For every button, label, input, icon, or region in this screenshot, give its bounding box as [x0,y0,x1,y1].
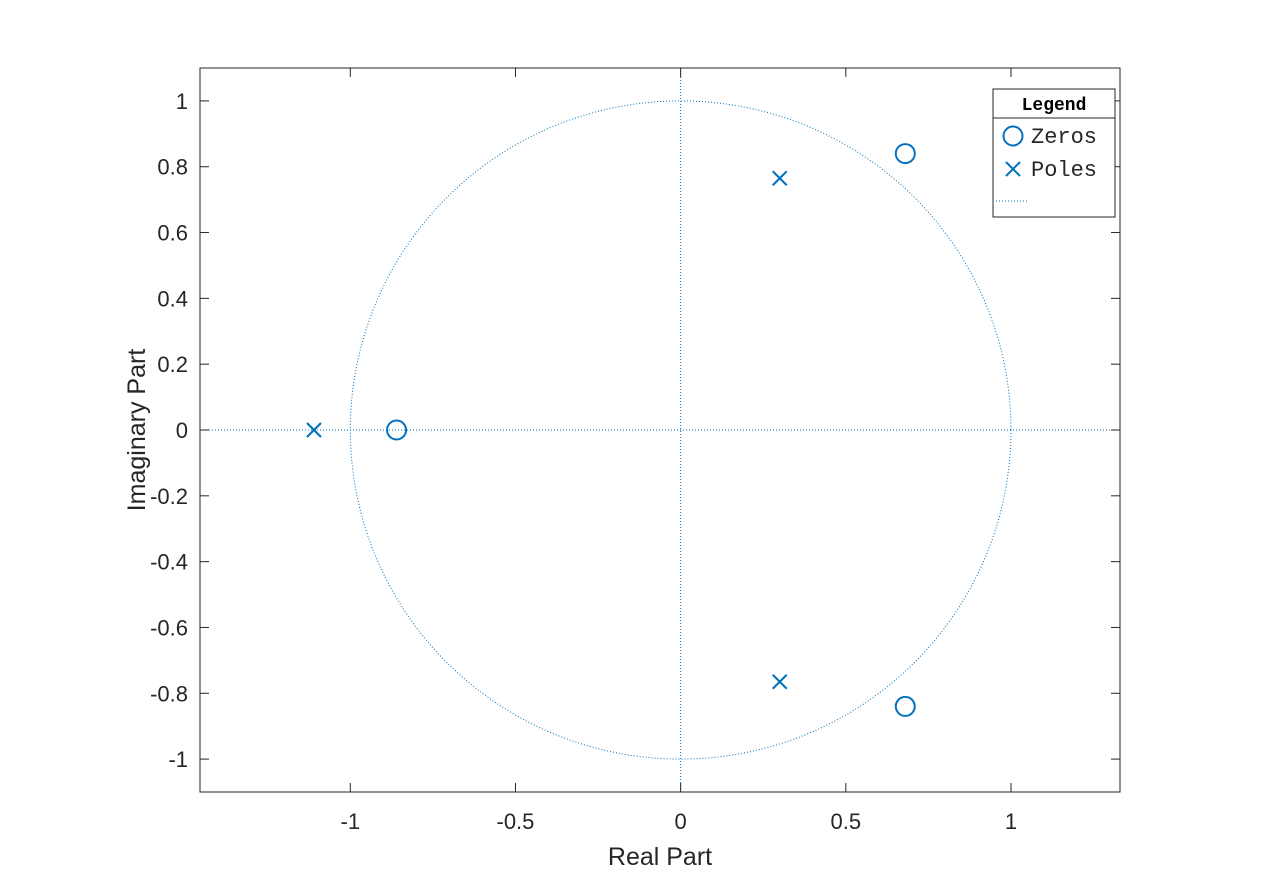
pole-marker [772,674,788,690]
x-tick-label: -0.5 [497,809,535,834]
legend-zero-symbol [1002,125,1024,147]
x-marker-stroke [772,170,788,186]
x-marker-stroke [1005,161,1021,177]
y-tick-label: 0.8 [157,155,188,180]
y-tick-label: 0.6 [157,221,188,246]
axis-ticks: -1 -0.5 0 0.5 1 -1 -0.8 -0.6 -0.4 -0.2 0 0.2 0.4 0.6 0… [150,68,1120,834]
legend-pole-symbol [1005,161,1021,177]
pole-marker [306,422,322,438]
x-marker-stroke [306,422,322,438]
y-tick-label: -0.8 [150,681,188,706]
x-tick-label: 0.5 [831,809,862,834]
pole-marker [772,170,788,186]
legend-entries: Zeros Poles [996,125,1097,202]
legend-entry-label: Zeros [1031,125,1097,150]
zero-marker [894,695,916,717]
x-axis-title: Real Part [608,843,712,871]
zero-marker [386,419,408,441]
legend-box [992,88,1116,218]
y-tick-label: 1 [176,89,188,114]
y-tick-label: 0.4 [157,286,188,311]
y-tick-label: -1 [168,747,188,772]
x-marker-stroke [772,674,788,690]
legend-entry-label: Poles [1031,158,1097,183]
reference-lines [200,68,1120,792]
x-tick-label: 1 [1005,809,1017,834]
x-tick-label: -1 [341,809,361,834]
y-tick-label: -0.6 [150,615,188,640]
y-tick-label: -0.4 [150,550,188,575]
x-tick-label: 0 [675,809,687,834]
data-markers [306,143,916,717]
legend-title: Legend [1022,96,1087,116]
legend[interactable]: Legend Zeros Poles [992,88,1116,218]
y-tick-label: 0.2 [157,352,188,377]
zero-marker [894,143,916,165]
y-tick-label: -0.2 [150,484,188,509]
y-axis-title: Imaginary Part [123,349,151,512]
y-tick-label: 0 [176,418,188,443]
